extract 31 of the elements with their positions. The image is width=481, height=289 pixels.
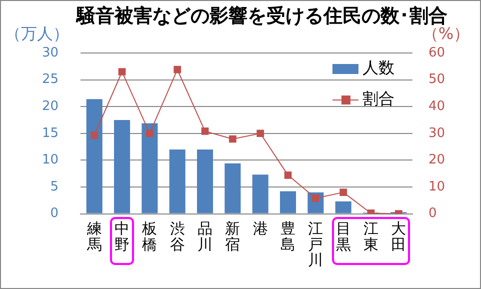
y2-tick-label: 10 bbox=[428, 179, 446, 194]
legend-label: 割合 bbox=[362, 89, 394, 108]
x-tick-label: 渋谷 bbox=[170, 220, 185, 254]
y-tick-label: 20 bbox=[42, 98, 59, 114]
x-tick-label: 中野 bbox=[114, 220, 130, 254]
y-tick-label: 30 bbox=[42, 45, 59, 60]
y2-tick-label: 0 bbox=[428, 206, 437, 222]
y2-tick-label: 50 bbox=[428, 72, 446, 88]
y-tick-label: 25 bbox=[42, 72, 59, 88]
y2-tick-label: 60 bbox=[428, 45, 446, 60]
y2-tick-label: 30 bbox=[428, 126, 446, 141]
x-tick-label: 板橋 bbox=[141, 220, 158, 254]
y-tick-label: 10 bbox=[42, 152, 59, 168]
x-tick-label: 品川 bbox=[198, 220, 213, 254]
x-tick-label: 新宿 bbox=[225, 220, 240, 254]
y-tick-label: 5 bbox=[50, 179, 59, 194]
x-tick-label: 江東 bbox=[363, 220, 378, 254]
y2-tick-label: 20 bbox=[428, 152, 446, 168]
legend-label: 人数 bbox=[362, 58, 394, 78]
x-tick-label: 港 bbox=[252, 220, 268, 238]
x-tick-label: 大田 bbox=[391, 220, 406, 254]
y-tick-label: 0 bbox=[50, 206, 59, 222]
y-tick-label: 15 bbox=[42, 126, 59, 141]
x-tick-label: 江戸川 bbox=[308, 220, 324, 270]
chart-title: 騒音被害などの影響を受ける住民の数･割合 bbox=[76, 4, 448, 27]
x-tick-label: 目黒 bbox=[336, 220, 351, 254]
y2-tick-label: 40 bbox=[428, 98, 446, 114]
y2-axis-title: （%） bbox=[422, 24, 470, 44]
y-axis-title: （万人） bbox=[5, 24, 69, 44]
x-tick-label: 練馬 bbox=[86, 220, 102, 254]
x-tick-label: 豊島 bbox=[280, 220, 296, 254]
